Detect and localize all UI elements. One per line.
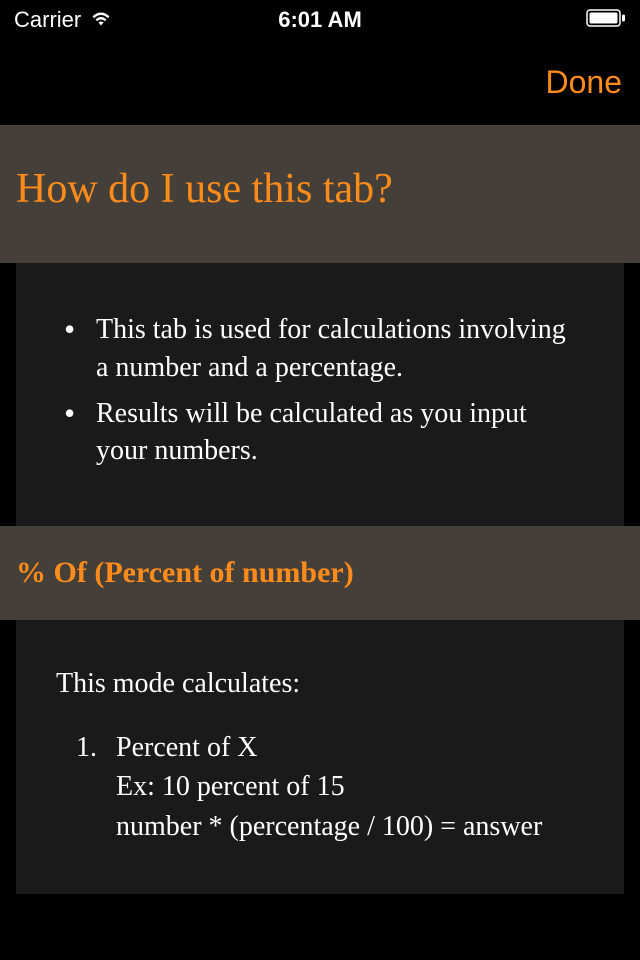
carrier-label: Carrier (14, 7, 81, 33)
status-left: Carrier (14, 7, 113, 33)
section-header-percent-of: % Of (Percent of number) (0, 526, 640, 620)
list-item: Percent of X Ex: 10 percent of 15 number… (116, 728, 596, 846)
list-item: Results will be calculated as you input … (96, 395, 584, 471)
wifi-icon (89, 7, 113, 33)
calc-example: Ex: 10 percent of 15 (116, 771, 345, 802)
usage-list: This tab is used for calculations involv… (56, 311, 584, 470)
done-button[interactable]: Done (546, 64, 623, 101)
status-time: 6:01 AM (278, 7, 362, 33)
calc-formula: number * (percentage / 100) = answer (116, 811, 542, 842)
status-bar: Carrier 6:01 AM (0, 0, 640, 40)
status-right (586, 7, 626, 33)
usage-content: This tab is used for calculations involv… (16, 263, 624, 526)
nav-bar: Done (0, 40, 640, 125)
section-title: % Of (Percent of number) (16, 556, 624, 590)
list-item: This tab is used for calculations involv… (96, 311, 584, 387)
calc-title: Percent of X (116, 732, 258, 763)
section-header-usage: How do I use this tab? (0, 125, 640, 263)
intro-text: This mode calculates: (56, 668, 596, 700)
calculation-list: Percent of X Ex: 10 percent of 15 number… (56, 728, 596, 846)
page-title: How do I use this tab? (16, 165, 624, 213)
battery-icon (586, 7, 626, 33)
percent-of-content: This mode calculates: Percent of X Ex: 1… (16, 620, 624, 894)
